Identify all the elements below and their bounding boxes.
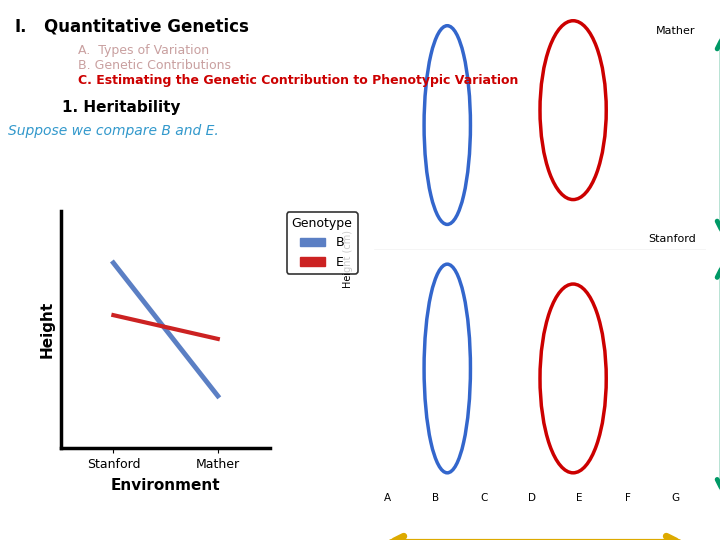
Text: Mather: Mather — [656, 26, 696, 36]
Text: Stanford: Stanford — [648, 234, 696, 245]
Text: I.: I. — [14, 18, 27, 36]
Text: C: C — [480, 492, 487, 503]
Text: A: A — [384, 492, 391, 503]
Text: C. Estimating the Genetic Contribution to Phenotypic Variation: C. Estimating the Genetic Contribution t… — [78, 74, 518, 87]
Text: G: G — [672, 492, 680, 503]
Text: F: F — [625, 492, 631, 503]
Text: B: B — [432, 492, 439, 503]
Text: Quantitative Genetics: Quantitative Genetics — [44, 18, 249, 36]
Y-axis label: Height: Height — [40, 301, 54, 358]
Legend: B, E: B, E — [287, 212, 358, 274]
Text: Suppose we compare B and E.: Suppose we compare B and E. — [8, 124, 219, 138]
Text: E: E — [577, 492, 583, 503]
Text: Height (cm): Height (cm) — [343, 230, 353, 288]
Text: 1. Heritability: 1. Heritability — [62, 100, 181, 115]
Text: B. Genetic Contributions: B. Genetic Contributions — [78, 59, 231, 72]
Text: D: D — [528, 492, 536, 503]
Text: A.  Types of Variation: A. Types of Variation — [78, 44, 209, 57]
X-axis label: Environment: Environment — [111, 478, 220, 493]
